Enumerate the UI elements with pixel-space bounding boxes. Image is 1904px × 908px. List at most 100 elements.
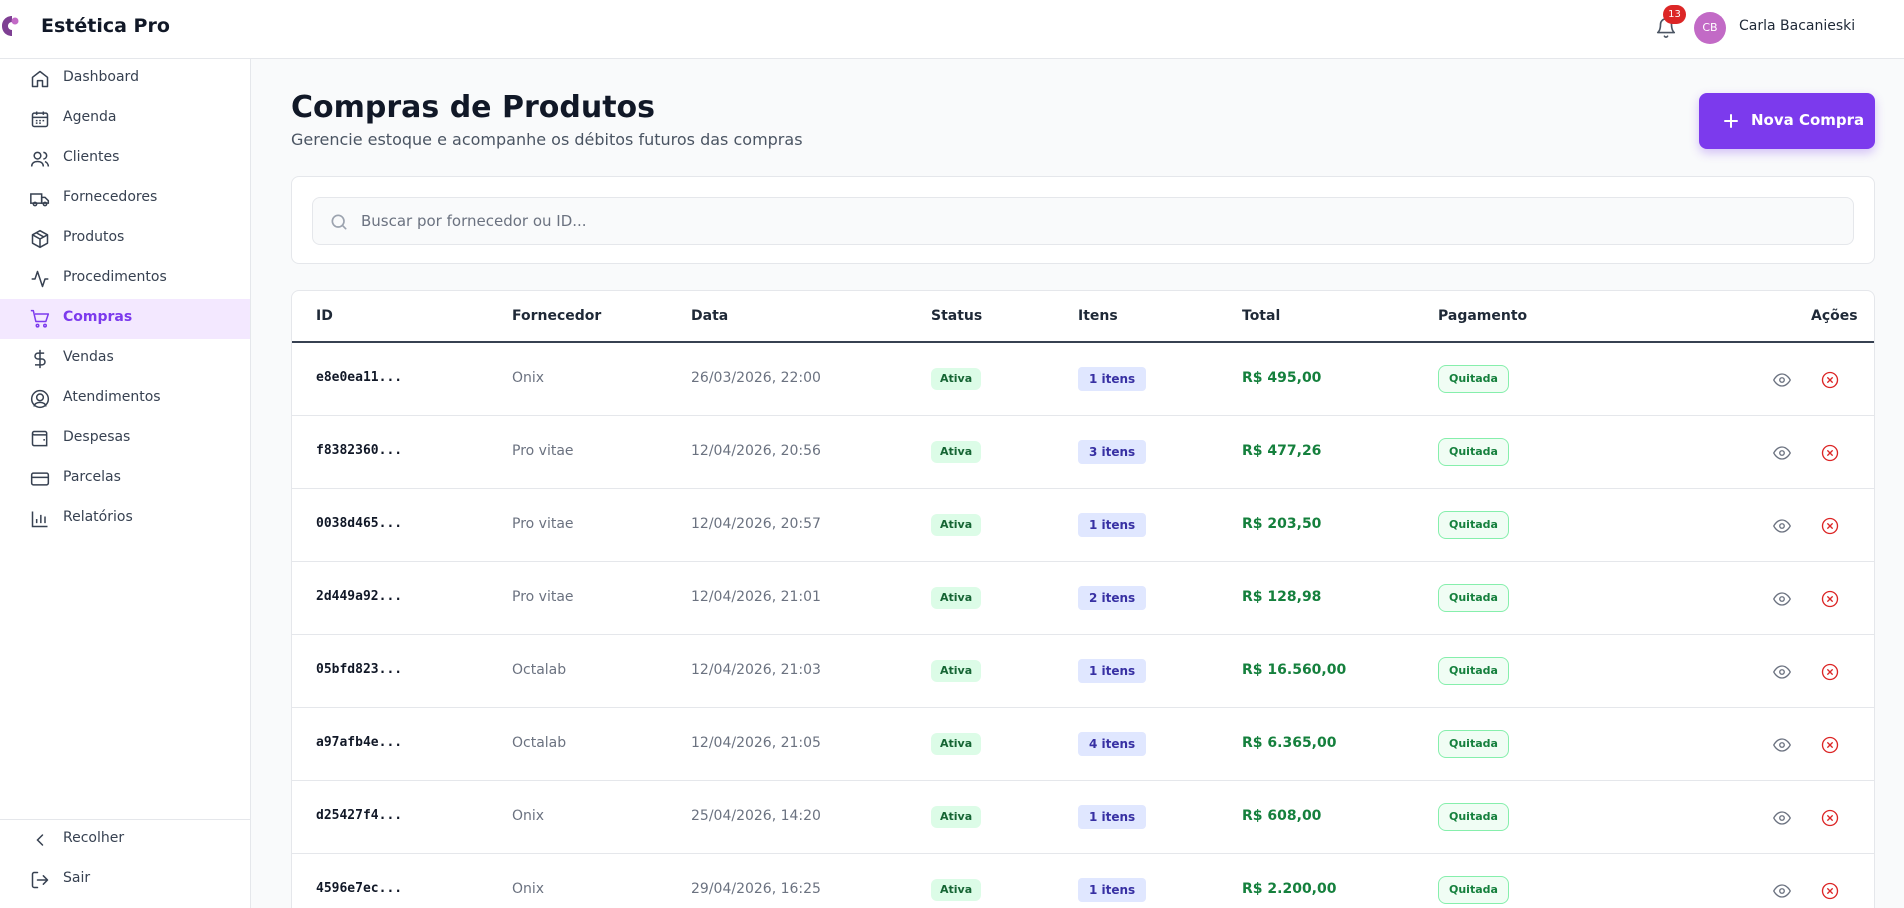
row-fornecedor: Onix [512,370,545,386]
new-purchase-button[interactable]: Nova Compra [1699,93,1875,149]
eye-icon[interactable] [1773,663,1791,681]
logout-icon [31,871,49,889]
logo-icon [2,16,19,36]
row-fornecedor: Pro vitae [512,516,574,532]
row-data: 26/03/2026, 22:00 [691,370,821,386]
items-badge: 4 itens [1078,732,1147,756]
sidebar-item-label: Dashboard [63,69,139,85]
eye-icon[interactable] [1773,809,1791,827]
sidebar-item-dashboard[interactable]: Dashboard [0,59,250,99]
eye-icon[interactable] [1773,371,1791,389]
row-data: 12/04/2026, 20:56 [691,443,821,459]
sidebar-item-procedimentos[interactable]: Procedimentos [0,259,250,299]
sidebar-item-label: Relatórios [63,509,133,525]
collapse-button[interactable]: Recolher [0,820,250,860]
eye-icon[interactable] [1773,590,1791,608]
sidebar-item-label: Fornecedores [63,189,158,205]
sidebar-item-label: Parcelas [63,469,121,485]
sidebar-item-produtos[interactable]: Produtos [0,219,250,259]
cancel-icon[interactable] [1821,517,1839,535]
table-row: 0038d465... Pro vitae 12/04/2026, 20:57 … [292,489,1874,562]
items-badge: 1 itens [1078,513,1147,537]
row-data: 29/04/2026, 16:25 [691,881,821,897]
row-fornecedor: Octalab [512,735,567,751]
cancel-icon[interactable] [1821,444,1839,462]
sidebar-item-label: Agenda [63,109,117,125]
package-icon [31,229,49,249]
cancel-icon[interactable] [1821,663,1839,681]
cancel-icon[interactable] [1821,882,1839,900]
cancel-icon[interactable] [1821,590,1839,608]
table-row: 4596e7ec... Onix 29/04/2026, 16:25 Ativa… [292,854,1874,908]
chevron-left-icon [36,834,44,846]
row-data: 12/04/2026, 20:57 [691,516,821,532]
avatar[interactable]: CB [1694,12,1726,44]
user-name[interactable]: Carla Bacanieski [1739,18,1856,34]
logout-button[interactable]: Sair [0,860,250,900]
eye-icon[interactable] [1773,444,1791,462]
page-subtitle: Gerencie estoque e acompanhe os débitos … [291,130,803,149]
payment-badge: Quitada [1438,876,1509,904]
sidebar-item-relatorios[interactable]: Relatórios [0,499,250,539]
row-id: f8382360... [316,443,403,458]
app-title: Estética Pro [41,15,170,37]
row-data: 25/04/2026, 14:20 [691,808,821,824]
cancel-icon[interactable] [1821,809,1839,827]
payment-badge: Quitada [1438,438,1509,466]
status-badge: Ativa [931,879,982,901]
sidebar-item-fornecedores[interactable]: Fornecedores [0,179,250,219]
row-id: 05bfd823... [316,662,403,677]
status-badge: Ativa [931,514,982,536]
status-badge: Ativa [931,441,982,463]
sidebar-item-despesas[interactable]: Despesas [0,419,250,459]
sidebar-item-parcelas[interactable]: Parcelas [0,459,250,499]
row-id: 2d449a92... [316,589,403,604]
table-row: 2d449a92... Pro vitae 12/04/2026, 21:01 … [292,562,1874,635]
sidebar-item-agenda[interactable]: Agenda [0,99,250,139]
items-badge: 2 itens [1078,586,1147,610]
status-badge: Ativa [931,660,982,682]
row-total: R$ 128,98 [1242,589,1322,605]
sidebar-bottom: Recolher Sair [0,819,250,908]
truck-icon [30,193,50,207]
payment-badge: Quitada [1438,657,1509,685]
eye-icon[interactable] [1773,882,1791,900]
calendar-icon [31,111,49,128]
sidebar-item-label: Procedimentos [63,269,167,285]
row-fornecedor: Octalab [512,662,567,678]
table-row: 05bfd823... Octalab 12/04/2026, 21:03 At… [292,635,1874,708]
column-header-fornecedor: Fornecedor [512,308,602,324]
column-header-itens: Itens [1078,308,1118,324]
column-header-data: Data [691,308,729,324]
sidebar-item-atendimentos[interactable]: Atendimentos [0,379,250,419]
cancel-icon[interactable] [1821,736,1839,754]
row-total: R$ 16.560,00 [1242,662,1347,678]
search-card [291,176,1875,264]
table-row: a97afb4e... Octalab 12/04/2026, 21:05 At… [292,708,1874,781]
row-data: 12/04/2026, 21:03 [691,662,821,678]
sidebar-item-vendas[interactable]: Vendas [0,339,250,379]
sidebar-item-label: Despesas [63,429,131,445]
row-total: R$ 495,00 [1242,370,1322,386]
sidebar-item-compras[interactable]: Compras [0,299,250,339]
notification-badge[interactable]: 13 [1663,5,1686,24]
search-input[interactable] [361,198,1841,244]
page-title: Compras de Produtos [291,90,655,125]
items-badge: 1 itens [1078,367,1147,391]
dollar-icon [34,349,46,369]
row-total: R$ 608,00 [1242,808,1322,824]
wallet-icon [31,430,48,447]
column-header-total: Total [1242,308,1281,324]
sidebar: Dashboard Agenda Clientes Fornecedores P… [0,59,251,908]
cancel-icon[interactable] [1821,371,1839,389]
row-data: 12/04/2026, 21:05 [691,735,821,751]
row-total: R$ 6.365,00 [1242,735,1337,751]
activity-icon [31,270,49,288]
sidebar-item-clientes[interactable]: Clientes [0,139,250,179]
row-data: 12/04/2026, 21:01 [691,589,821,605]
cart-icon [30,309,50,328]
eye-icon[interactable] [1773,736,1791,754]
eye-icon[interactable] [1773,517,1791,535]
users-icon [30,151,50,167]
row-id: d25427f4... [316,808,403,823]
